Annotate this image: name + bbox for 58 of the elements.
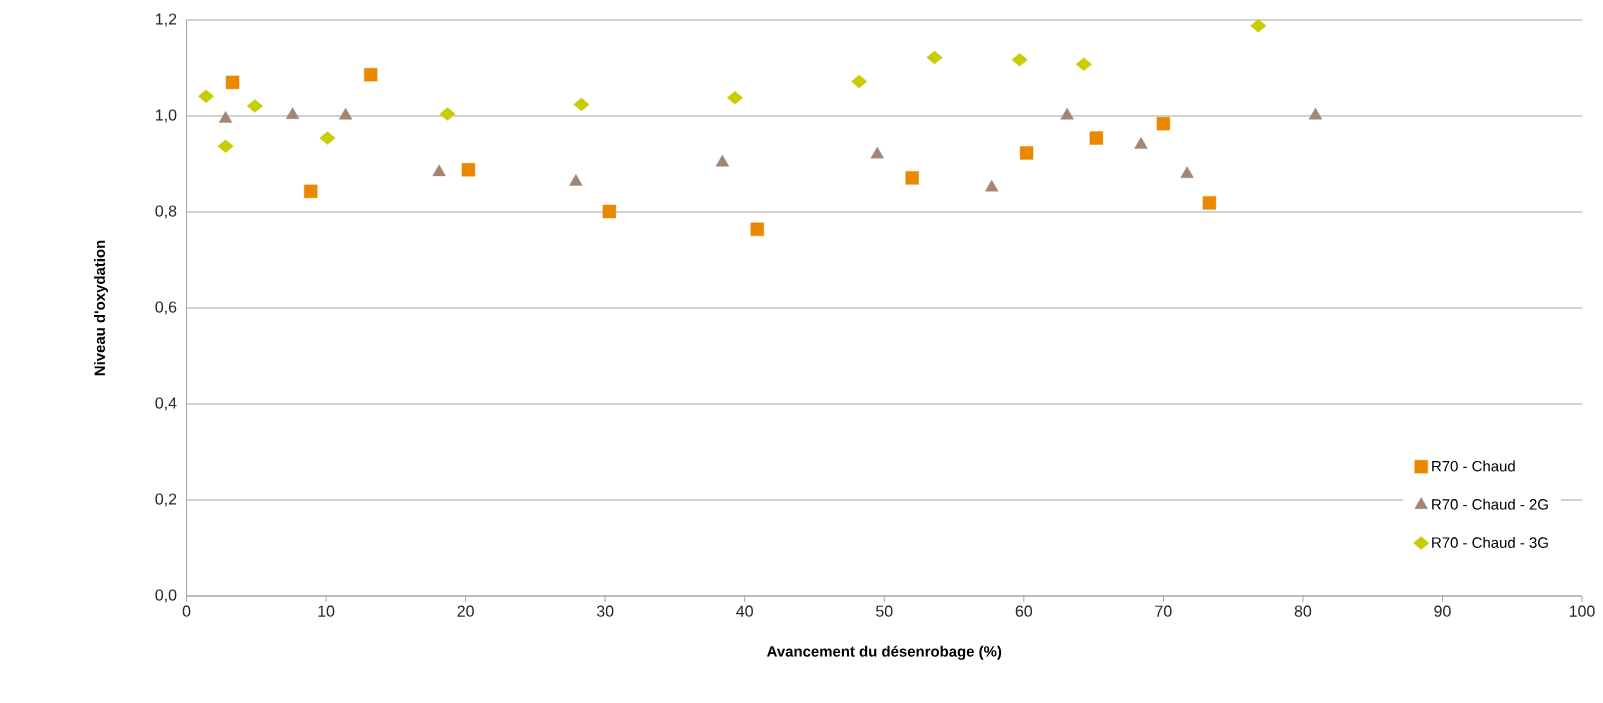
point (461, 163, 476, 177)
y-tick-label: 1,2 (156, 13, 177, 27)
point (246, 99, 263, 113)
point (569, 174, 583, 186)
point (1180, 166, 1194, 179)
point (750, 222, 764, 236)
point (715, 154, 730, 167)
x-tick-label: 10 (318, 605, 335, 617)
y-axis-title: Niveau d'oxydation (94, 240, 108, 376)
point (1202, 196, 1217, 210)
point (198, 89, 215, 103)
x-tick-label: 100 (1569, 605, 1595, 617)
x-tick-label: 50 (876, 605, 893, 617)
point (432, 164, 446, 177)
legend-label: R70 - Chaud - 2G (1432, 498, 1548, 510)
point (225, 75, 240, 90)
point (218, 111, 233, 123)
point (285, 107, 300, 119)
x-tick-label: 80 (1294, 605, 1312, 617)
y-tick-label: 0,4 (155, 397, 177, 411)
y-tick-label: 0,6 (155, 301, 177, 315)
legend-label: R70 - Chaud - 3G (1432, 536, 1548, 548)
x-tick-label: 90 (1434, 605, 1451, 617)
x-tick-label: 60 (1015, 605, 1033, 617)
y-tick-label: 0,2 (155, 493, 177, 507)
x-tick-label: 30 (596, 605, 614, 617)
x-axis-title: Avancement du désenrobage (%) (767, 645, 1002, 660)
point (1089, 131, 1104, 145)
point (602, 204, 617, 219)
point (1156, 116, 1171, 131)
point (319, 131, 336, 145)
point (726, 91, 743, 105)
point (985, 179, 999, 192)
point (870, 146, 884, 159)
y-tick-label: 0,0 (155, 589, 177, 603)
point (1308, 107, 1323, 120)
legend-label: R70 - Chaud (1432, 460, 1515, 472)
y-tick-label: 0,8 (155, 205, 177, 219)
point (1075, 57, 1092, 71)
point (338, 107, 353, 120)
point (217, 139, 234, 153)
point (851, 74, 868, 89)
point (926, 50, 943, 65)
point (1011, 53, 1028, 67)
point (905, 171, 919, 185)
point (1060, 107, 1074, 120)
point (364, 68, 378, 82)
point (439, 107, 456, 121)
point (573, 97, 590, 112)
x-tick-label: 70 (1155, 605, 1172, 617)
point (1250, 19, 1267, 33)
point (1134, 137, 1148, 149)
y-tick-label: 1,0 (156, 109, 177, 123)
point (1019, 146, 1034, 160)
point (304, 184, 318, 199)
x-tick-label: 40 (736, 605, 753, 617)
x-tick-label: 0 (182, 605, 191, 617)
x-tick-label: 20 (457, 605, 474, 617)
